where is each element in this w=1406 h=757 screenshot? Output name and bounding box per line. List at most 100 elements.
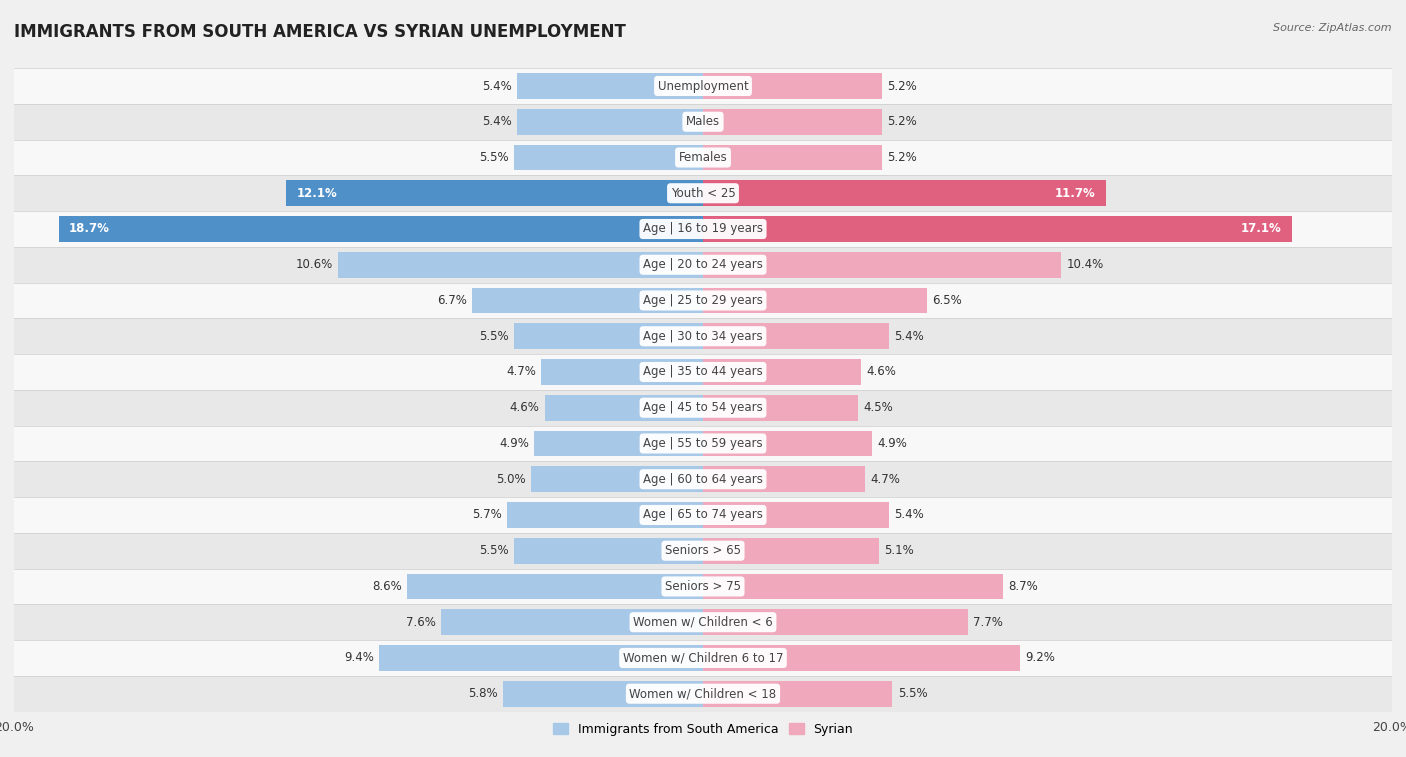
- Text: 4.6%: 4.6%: [866, 366, 897, 378]
- Bar: [14, 425, 1392, 461]
- Bar: [703, 502, 889, 528]
- Text: Age | 65 to 74 years: Age | 65 to 74 years: [643, 509, 763, 522]
- Bar: [14, 176, 1392, 211]
- Text: Unemployment: Unemployment: [658, 79, 748, 92]
- Bar: [406, 574, 703, 600]
- Bar: [703, 466, 865, 492]
- Bar: [14, 676, 1392, 712]
- Text: 11.7%: 11.7%: [1054, 187, 1095, 200]
- Text: Women w/ Children < 6: Women w/ Children < 6: [633, 615, 773, 629]
- Text: 6.7%: 6.7%: [437, 294, 467, 307]
- Text: 5.4%: 5.4%: [894, 330, 924, 343]
- Legend: Immigrants from South America, Syrian: Immigrants from South America, Syrian: [548, 718, 858, 740]
- Bar: [703, 217, 1292, 242]
- Bar: [513, 323, 703, 349]
- Bar: [337, 252, 703, 278]
- Bar: [14, 497, 1392, 533]
- Bar: [703, 359, 862, 385]
- Text: 5.2%: 5.2%: [887, 151, 917, 164]
- Bar: [441, 609, 703, 635]
- Bar: [544, 395, 703, 421]
- Text: Seniors > 65: Seniors > 65: [665, 544, 741, 557]
- Bar: [14, 604, 1392, 640]
- Text: 5.0%: 5.0%: [496, 472, 526, 486]
- Text: Women w/ Children 6 to 17: Women w/ Children 6 to 17: [623, 652, 783, 665]
- Text: 8.6%: 8.6%: [371, 580, 402, 593]
- Text: 10.6%: 10.6%: [295, 258, 333, 271]
- Bar: [517, 73, 703, 99]
- Text: 5.5%: 5.5%: [479, 151, 509, 164]
- Text: 4.5%: 4.5%: [863, 401, 893, 414]
- Bar: [531, 466, 703, 492]
- Bar: [14, 282, 1392, 319]
- Bar: [14, 533, 1392, 569]
- Text: 5.4%: 5.4%: [482, 79, 512, 92]
- Bar: [14, 319, 1392, 354]
- Bar: [703, 73, 882, 99]
- Text: Males: Males: [686, 115, 720, 128]
- Text: 8.7%: 8.7%: [1008, 580, 1038, 593]
- Text: 5.2%: 5.2%: [887, 79, 917, 92]
- Text: Age | 16 to 19 years: Age | 16 to 19 years: [643, 223, 763, 235]
- Text: Age | 25 to 29 years: Age | 25 to 29 years: [643, 294, 763, 307]
- Text: 5.7%: 5.7%: [472, 509, 502, 522]
- Text: 18.7%: 18.7%: [69, 223, 110, 235]
- Text: 5.2%: 5.2%: [887, 115, 917, 128]
- Text: 4.9%: 4.9%: [877, 437, 907, 450]
- Text: Age | 60 to 64 years: Age | 60 to 64 years: [643, 472, 763, 486]
- Bar: [14, 211, 1392, 247]
- Bar: [14, 640, 1392, 676]
- Bar: [380, 645, 703, 671]
- Bar: [14, 569, 1392, 604]
- Text: 12.1%: 12.1%: [297, 187, 337, 200]
- Bar: [703, 538, 879, 563]
- Text: Women w/ Children < 18: Women w/ Children < 18: [630, 687, 776, 700]
- Bar: [703, 645, 1019, 671]
- Text: 5.4%: 5.4%: [894, 509, 924, 522]
- Text: 5.1%: 5.1%: [884, 544, 914, 557]
- Text: Age | 30 to 34 years: Age | 30 to 34 years: [643, 330, 763, 343]
- Text: 10.4%: 10.4%: [1066, 258, 1104, 271]
- Bar: [541, 359, 703, 385]
- Text: 5.5%: 5.5%: [479, 330, 509, 343]
- Text: 4.6%: 4.6%: [509, 401, 540, 414]
- Bar: [703, 323, 889, 349]
- Bar: [472, 288, 703, 313]
- Bar: [513, 145, 703, 170]
- Text: Age | 35 to 44 years: Age | 35 to 44 years: [643, 366, 763, 378]
- Text: 4.7%: 4.7%: [870, 472, 900, 486]
- Text: 5.5%: 5.5%: [897, 687, 927, 700]
- Text: 9.2%: 9.2%: [1025, 652, 1054, 665]
- Bar: [703, 431, 872, 456]
- Bar: [703, 252, 1062, 278]
- Bar: [59, 217, 703, 242]
- Text: 7.6%: 7.6%: [406, 615, 436, 629]
- Text: Females: Females: [679, 151, 727, 164]
- Bar: [534, 431, 703, 456]
- Bar: [703, 574, 1002, 600]
- Bar: [517, 109, 703, 135]
- Text: Source: ZipAtlas.com: Source: ZipAtlas.com: [1274, 23, 1392, 33]
- Text: Age | 55 to 59 years: Age | 55 to 59 years: [643, 437, 763, 450]
- Bar: [703, 109, 882, 135]
- Bar: [703, 145, 882, 170]
- Bar: [503, 681, 703, 706]
- Bar: [703, 288, 927, 313]
- Bar: [287, 180, 703, 206]
- Text: 9.4%: 9.4%: [344, 652, 374, 665]
- Bar: [14, 104, 1392, 139]
- Text: Youth < 25: Youth < 25: [671, 187, 735, 200]
- Text: 4.7%: 4.7%: [506, 366, 536, 378]
- Bar: [703, 180, 1107, 206]
- Bar: [703, 681, 893, 706]
- Bar: [14, 390, 1392, 425]
- Bar: [14, 354, 1392, 390]
- Bar: [14, 68, 1392, 104]
- Bar: [14, 247, 1392, 282]
- Bar: [506, 502, 703, 528]
- Text: IMMIGRANTS FROM SOUTH AMERICA VS SYRIAN UNEMPLOYMENT: IMMIGRANTS FROM SOUTH AMERICA VS SYRIAN …: [14, 23, 626, 41]
- Text: 7.7%: 7.7%: [973, 615, 1004, 629]
- Text: 6.5%: 6.5%: [932, 294, 962, 307]
- Bar: [513, 538, 703, 563]
- Bar: [14, 461, 1392, 497]
